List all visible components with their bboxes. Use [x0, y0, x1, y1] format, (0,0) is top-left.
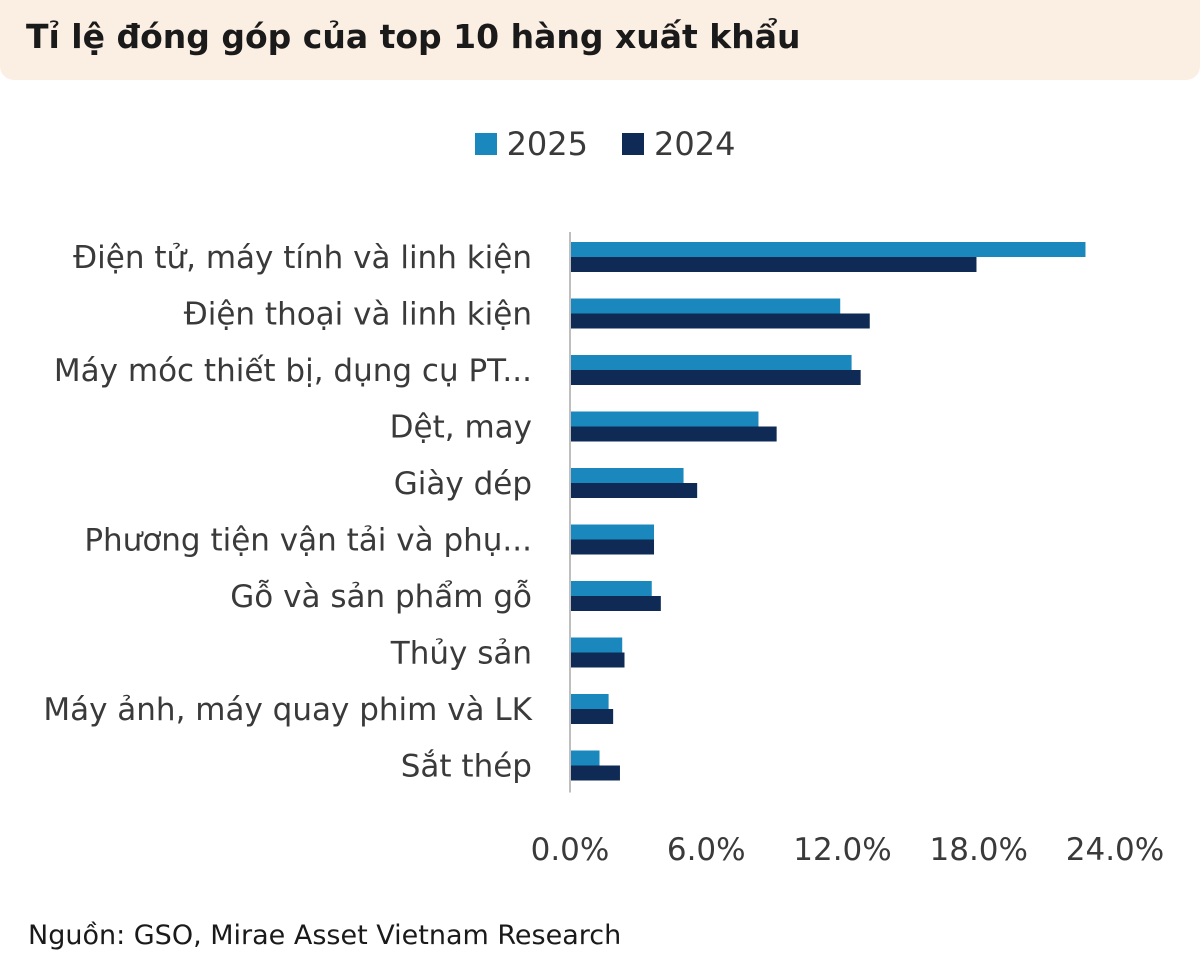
- bar-2024: [570, 596, 661, 611]
- legend-swatch-2025: [474, 133, 497, 155]
- category-label: Sắt thép: [401, 749, 532, 785]
- legend-label-2024: 2024: [654, 125, 736, 163]
- bar-2024: [570, 539, 655, 555]
- legend-item-2024: 2024: [622, 125, 735, 163]
- bar-2025: [570, 581, 652, 596]
- legend-swatch-2024: [622, 133, 644, 155]
- category-label: Giày dép: [394, 466, 532, 502]
- bar-2025: [570, 750, 600, 766]
- bar-2024: [570, 370, 861, 385]
- bar-2025: [570, 355, 852, 370]
- bar-2024: [570, 765, 620, 781]
- category-label: Điện tử, máy tính và linh kiện: [73, 240, 532, 276]
- bar-2025: [570, 694, 609, 709]
- category-label: Điện thoại và linh kiện: [184, 297, 532, 333]
- legend-item-2025: 2025: [474, 125, 588, 163]
- source-note: Nguồn: GSO, Mirae Asset Vietnam Research: [28, 920, 622, 951]
- bar-2025: [570, 524, 655, 540]
- bar-2024: [570, 313, 870, 329]
- x-tick-label: 6.0%: [667, 832, 746, 868]
- x-tick-label: 0.0%: [531, 832, 610, 868]
- category-label: Máy móc thiết bị, dụng cụ PT...: [54, 353, 532, 389]
- category-label: Thủy sản: [390, 636, 532, 672]
- category-label: Máy ảnh, máy quay phim và LK: [43, 692, 532, 728]
- title-bar: Tỉ lệ đóng góp của top 10 hàng xuất khẩu: [0, 0, 1200, 80]
- bar-2024: [570, 426, 777, 442]
- bar-2025: [570, 242, 1086, 257]
- bar-2024: [570, 483, 698, 498]
- bar-2024: [570, 257, 977, 272]
- category-label: Dệt, may: [390, 410, 532, 446]
- bar-2024: [570, 709, 614, 724]
- legend: 2025 2024: [0, 122, 1200, 166]
- category-label: Phương tiện vận tải và phụ...: [84, 523, 532, 559]
- category-label: Gỗ và sản phẩm gỗ: [230, 579, 532, 615]
- bar-2025: [570, 468, 684, 483]
- x-tick-label: 12.0%: [793, 832, 891, 868]
- bar-2025: [570, 411, 759, 427]
- legend-label-2025: 2025: [506, 125, 588, 163]
- x-tick-label: 18.0%: [930, 832, 1028, 868]
- chart-title: Tỉ lệ đóng góp của top 10 hàng xuất khẩu: [26, 17, 801, 56]
- x-tick-label: 24.0%: [1066, 832, 1164, 868]
- bar-2025: [570, 298, 841, 314]
- bar-2025: [570, 637, 623, 653]
- bar-2024: [570, 652, 625, 668]
